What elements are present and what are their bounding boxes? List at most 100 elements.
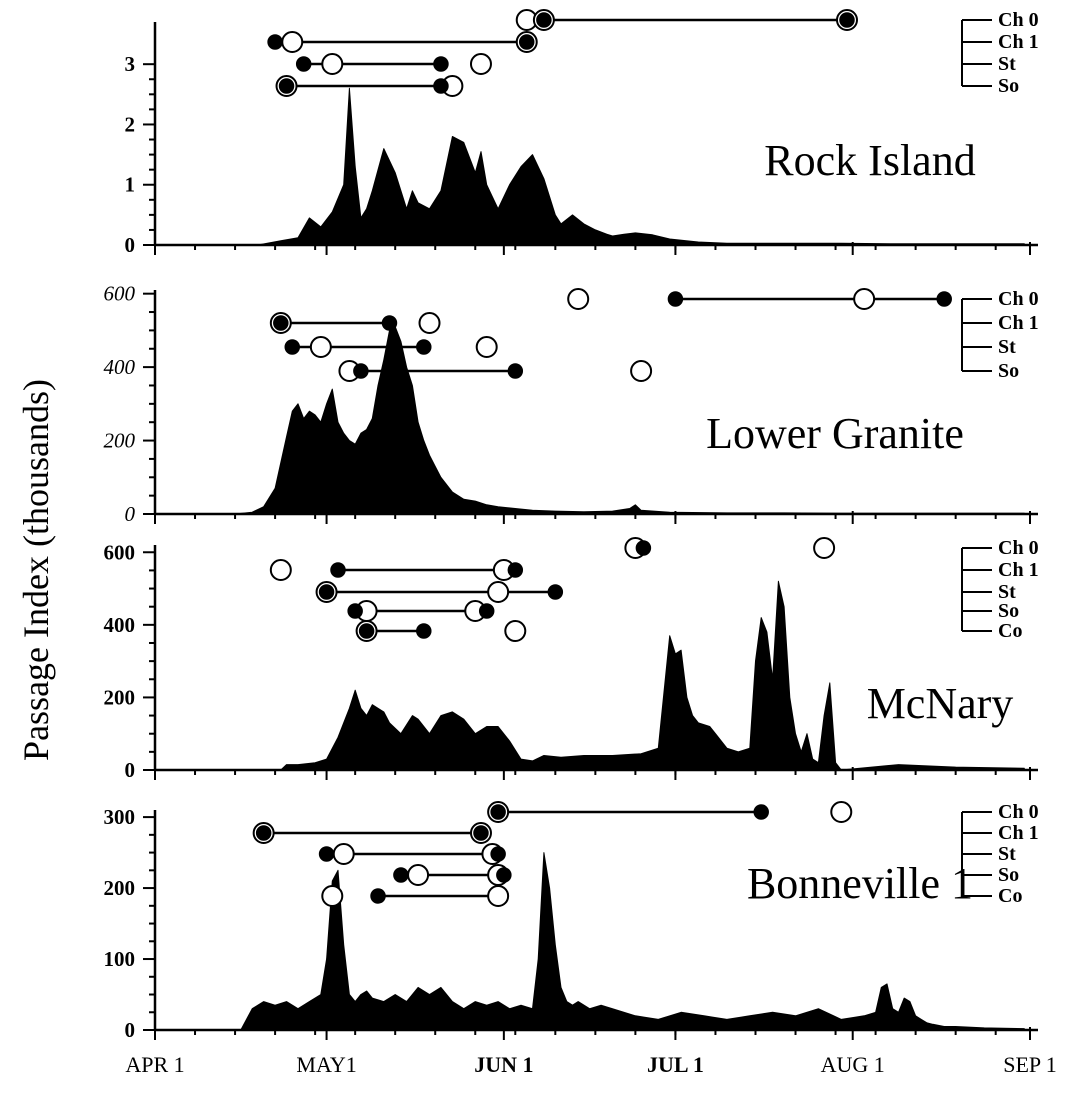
open-circle-marker	[630, 360, 653, 382]
group-label: Ch 0	[998, 288, 1039, 310]
open-circle-marker	[321, 53, 344, 75]
open-circle-marker	[269, 559, 292, 581]
filled-circle-marker	[433, 78, 449, 94]
group-label: St	[998, 843, 1016, 865]
range-ch-0	[624, 537, 836, 559]
group-label: Ch 1	[998, 312, 1039, 334]
y-tick-label: 200	[104, 685, 136, 709]
filled-circle-marker	[295, 56, 312, 72]
x-tick-label: SEP 1	[1003, 1052, 1057, 1077]
filled-circle-marker	[416, 339, 432, 355]
panel-title: Rock Island	[764, 136, 975, 185]
range-st	[284, 336, 498, 358]
open-circle-marker	[321, 885, 344, 907]
panel-title: Bonneville 1	[747, 859, 973, 908]
filled-circle-marker	[433, 56, 449, 72]
open-circle-marker	[567, 288, 590, 310]
filled-circle-marker	[536, 12, 552, 28]
range-ch-0	[487, 801, 853, 823]
filled-circle-marker	[267, 34, 283, 50]
passage-area-series	[280, 580, 1025, 771]
filled-circle-marker	[547, 584, 564, 600]
group-label: St	[998, 336, 1016, 358]
range-ch-1	[267, 31, 538, 53]
filled-circle-marker	[370, 888, 386, 904]
group-label: So	[998, 864, 1019, 886]
filled-circle-marker	[839, 12, 855, 28]
range-co	[355, 620, 527, 642]
x-tick-label: JUL 1	[647, 1052, 704, 1077]
group-label: So	[998, 75, 1019, 97]
x-tick-label: JUN 1	[474, 1052, 533, 1077]
open-circle-marker	[487, 581, 510, 603]
filled-circle-marker	[478, 603, 495, 619]
filled-circle-marker	[330, 562, 346, 578]
filled-circle-marker	[393, 867, 409, 883]
filled-circle-marker	[496, 867, 512, 883]
group-label: Ch 0	[998, 537, 1039, 559]
filled-circle-marker	[490, 846, 506, 862]
filled-circle-marker	[936, 291, 952, 307]
filled-circle-marker	[753, 804, 769, 820]
range-ch-1	[269, 559, 524, 581]
filled-circle-marker	[318, 584, 335, 600]
y-tick-label: 200	[104, 429, 136, 453]
filled-circle-marker	[490, 804, 506, 820]
filled-circle-marker	[635, 540, 652, 556]
open-circle-marker	[487, 885, 510, 907]
open-circle-marker	[332, 843, 355, 865]
open-circle-marker	[475, 336, 498, 358]
y-tick-label: 600	[104, 282, 136, 306]
passage-area-series	[240, 852, 1025, 1031]
open-circle-marker	[281, 31, 304, 53]
group-label: Ch 0	[998, 801, 1039, 823]
panel-title: Lower Granite	[706, 409, 964, 458]
range-ch-0	[515, 9, 858, 31]
group-label: Ch 0	[998, 9, 1039, 31]
x-tick-label: APR 1	[125, 1052, 184, 1077]
x-tick-label: MAY1	[296, 1052, 356, 1077]
y-tick-label: 3	[125, 52, 136, 76]
y-tick-label: 600	[104, 540, 136, 564]
group-label: Ch 1	[998, 822, 1039, 844]
filled-circle-marker	[273, 315, 289, 331]
range-st	[295, 53, 492, 75]
y-tick-label: 0	[125, 502, 136, 526]
open-circle-marker	[407, 864, 430, 886]
range-so	[347, 600, 495, 622]
y-tick-label: 0	[125, 758, 136, 782]
filled-circle-marker	[518, 34, 535, 50]
filled-circle-marker	[507, 363, 524, 379]
range-st	[315, 581, 564, 603]
filled-circle-marker	[507, 562, 524, 578]
open-circle-marker	[469, 53, 492, 75]
filled-circle-marker	[278, 78, 295, 94]
y-tick-label: 400	[104, 355, 136, 379]
group-label: So	[998, 360, 1019, 382]
group-label: Ch 1	[998, 559, 1039, 581]
filled-circle-marker	[473, 825, 489, 841]
y-tick-label: 0	[125, 233, 136, 257]
filled-circle-marker	[347, 603, 363, 619]
range-so	[338, 360, 653, 382]
y-tick-label: 100	[104, 947, 136, 971]
x-tick-label: AUG 1	[821, 1052, 885, 1077]
y-tick-label: 200	[104, 876, 136, 900]
range-so	[275, 75, 464, 97]
group-label: St	[998, 581, 1016, 603]
filled-circle-marker	[255, 825, 272, 841]
y-tick-label: 2	[125, 112, 136, 136]
y-tick-label: 0	[125, 1018, 136, 1042]
y-tick-label: 400	[104, 613, 136, 637]
open-circle-marker	[418, 312, 441, 334]
x-axis: APR 1 MAY1 JUN 1 JUL 1 AUG 1 SEP 1	[125, 1052, 1056, 1077]
open-circle-marker	[504, 620, 527, 642]
group-label: Co	[998, 885, 1022, 907]
range-st	[318, 843, 506, 865]
filled-circle-marker	[358, 623, 375, 639]
